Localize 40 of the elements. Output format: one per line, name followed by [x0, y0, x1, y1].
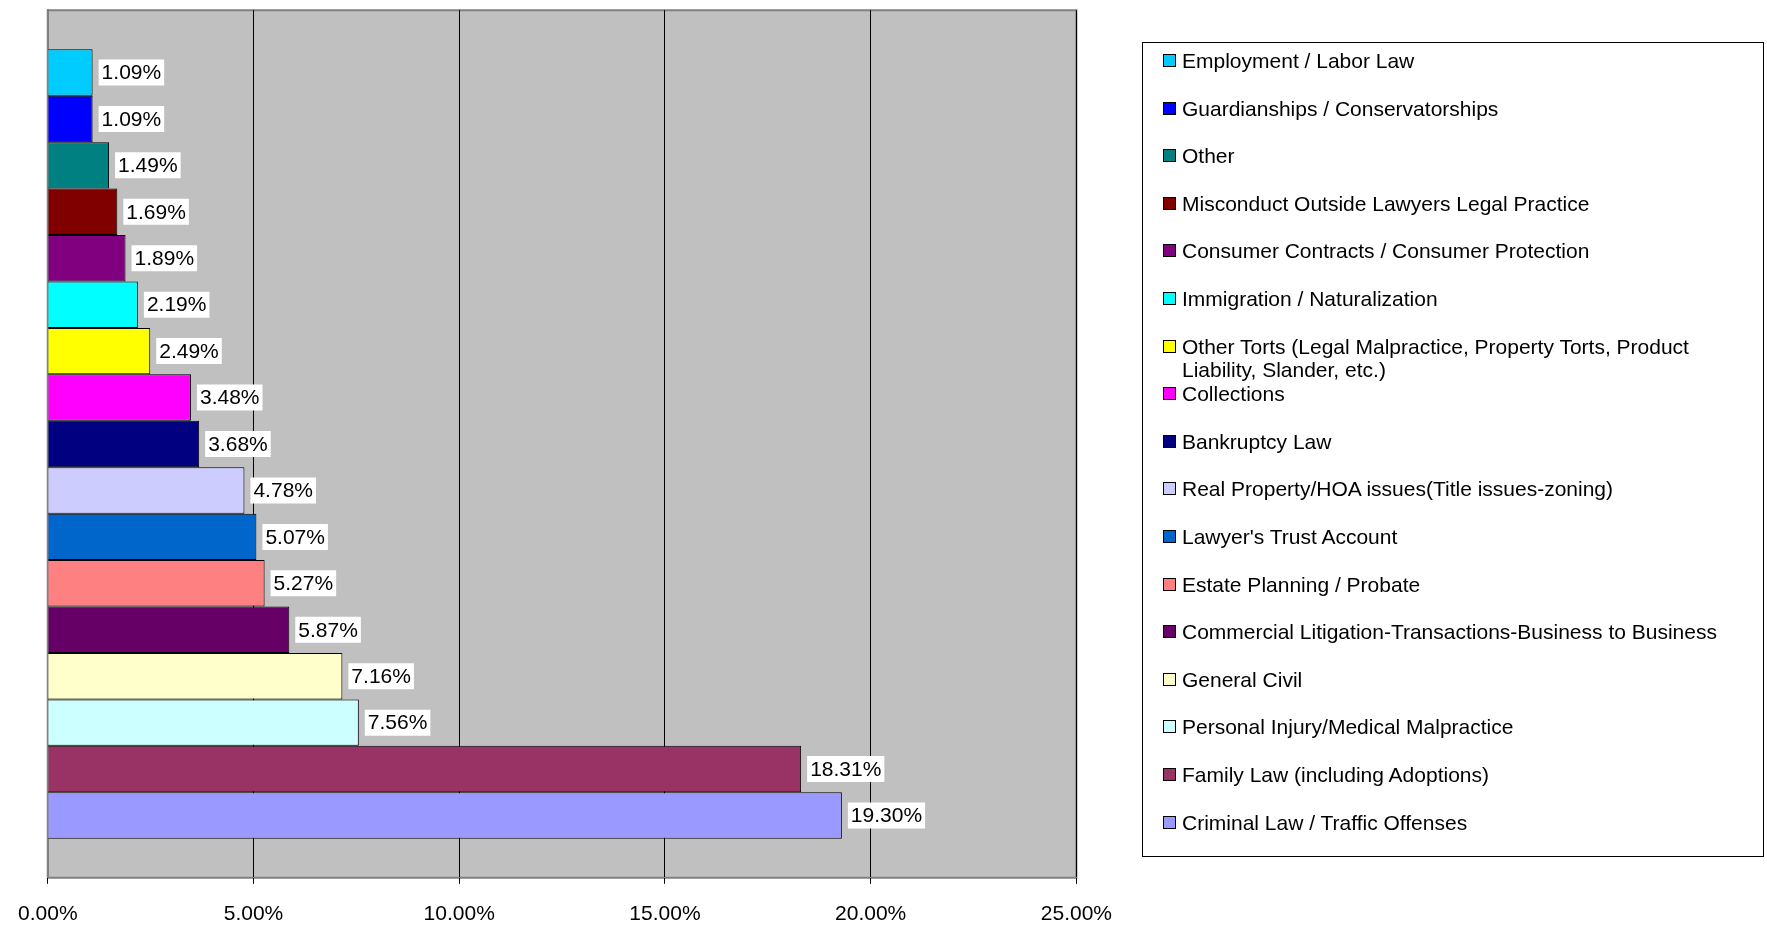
legend-label: Other — [1182, 144, 1235, 168]
data-label: 5.07% — [265, 524, 325, 548]
legend-label: Guardianships / Conservatorships — [1182, 96, 1499, 120]
legend-label: Personal Injury/Medical Malpractice — [1182, 715, 1514, 739]
x-tick-label: 0.00% — [18, 901, 78, 925]
legend-label: Misconduct Outside Lawyers Legal Practice — [1182, 191, 1590, 215]
legend-label: Bankruptcy Law — [1182, 429, 1332, 453]
data-label: 1.09% — [101, 106, 162, 130]
legend-label: Family Law (including Adoptions) — [1182, 763, 1489, 786]
data-label: 5.87% — [298, 617, 358, 641]
legend-label: Employment / Labor Law — [1182, 49, 1415, 72]
data-label: 3.68% — [208, 431, 268, 455]
legend-label: Criminal Law / Traffic Offenses — [1182, 810, 1468, 834]
legend-label: Real Property/HOA issues(Title issues-zoning) — [1182, 477, 1614, 501]
data-label: 1.89% — [134, 246, 195, 270]
data-label: 2.19% — [146, 292, 207, 316]
legend-label: Estate Planning / Probate — [1182, 572, 1421, 596]
x-tick-label: 5.00% — [223, 901, 284, 925]
legend-label: General Civil — [1182, 667, 1303, 691]
data-label: 7.56% — [367, 710, 428, 734]
data-label: 7.16% — [351, 664, 411, 688]
data-label: 1.69% — [126, 199, 186, 223]
data-label: 19.30% — [850, 803, 923, 827]
data-label: 2.49% — [159, 338, 219, 362]
data-label: 1.49% — [118, 153, 178, 177]
legend-label: Collections — [1182, 382, 1285, 406]
data-label: 4.78% — [253, 478, 313, 502]
x-tick-label: 25.00% — [1040, 901, 1113, 925]
legend-label: Other Torts (Legal Malpractice, Property Torts, Product Liability, Slander, etc.) — [1182, 334, 1690, 381]
data-label: 18.31% — [810, 756, 882, 780]
legend-label: Immigration / Naturalization — [1182, 287, 1438, 310]
x-tick-label: 10.00% — [423, 901, 495, 925]
x-tick-label: 15.00% — [629, 901, 701, 925]
x-tick-label: 20.00% — [835, 901, 907, 925]
data-label: 5.27% — [273, 571, 334, 595]
data-label: 3.48% — [199, 385, 260, 409]
legend-label: Consumer Contracts / Consumer Protection — [1182, 239, 1590, 263]
legend-label: Lawyer's Trust Account — [1182, 525, 1398, 548]
legend-label: Commercial Litigation-Transactions-Business to Business — [1182, 620, 1717, 644]
data-label: 1.09% — [101, 60, 162, 84]
